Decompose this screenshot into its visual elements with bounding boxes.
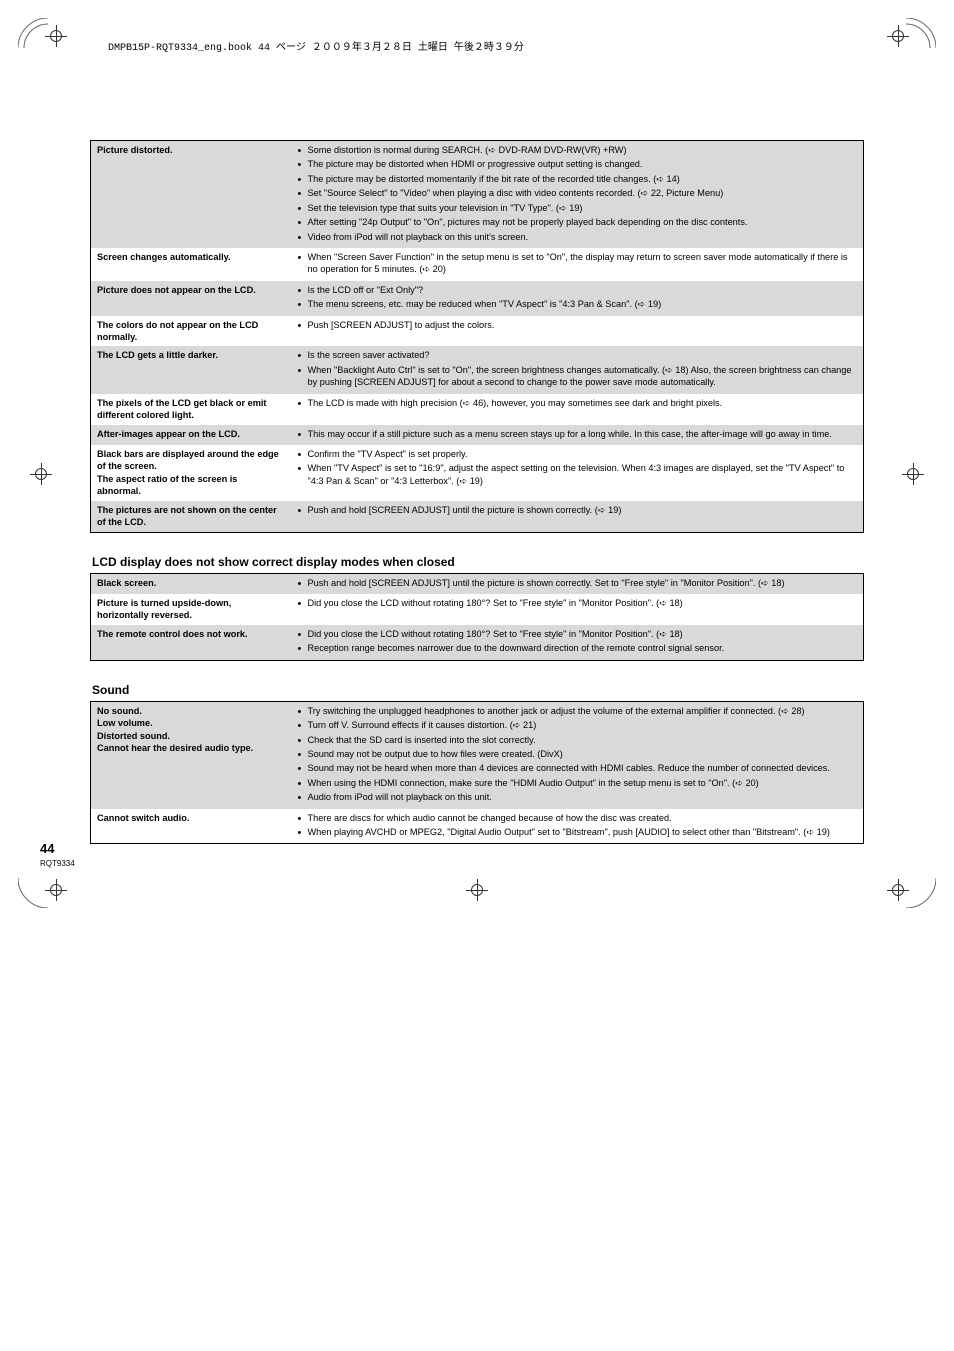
table-row: Picture is turned upside-down, horizonta… — [91, 594, 864, 625]
symptom-cell: The LCD gets a little darker. — [91, 346, 292, 393]
remedy-cell: Is the LCD off or "Ext Only"? The menu sc… — [291, 281, 863, 316]
symptom-cell: Picture does not appear on the LCD. — [91, 281, 292, 316]
remedy-cell: Did you close the LCD without rotating 1… — [291, 594, 863, 625]
remedy-item: The menu screens, etc. may be reduced wh… — [297, 298, 855, 310]
table-row: Picture does not appear on the LCD.Is th… — [91, 281, 864, 316]
symptom-cell: After-images appear on the LCD. — [91, 425, 292, 445]
section-title-sound: Sound — [92, 683, 864, 697]
remedy-item: The LCD is made with high precision (➪ 4… — [297, 397, 855, 409]
remedy-item: Is the screen saver activated? — [297, 349, 855, 361]
remedy-item: Audio from iPod will not playback on thi… — [297, 791, 855, 803]
remedy-item: The picture may be distorted when HDMI o… — [297, 158, 855, 170]
remedy-item: When playing AVCHD or MPEG2, "Digital Au… — [297, 826, 855, 838]
table-row: Picture distorted. Some distortion is nor… — [91, 141, 864, 248]
table-row: Black screen. Push and hold [SCREEN ADJUS… — [91, 573, 864, 594]
symptom-cell: The pixels of the LCD get black or emit … — [91, 394, 292, 425]
remedy-item: When using the HDMI connection, make sur… — [297, 777, 855, 789]
remedy-item: Some distortion is normal during SEARCH.… — [297, 144, 855, 156]
remedy-item: Try switching the unplugged headphones t… — [297, 705, 855, 717]
remedy-cell: Push and hold [SCREEN ADJUST] until the … — [291, 501, 863, 532]
symptom-cell: Cannot switch audio. — [91, 809, 292, 844]
registration-mark — [30, 463, 52, 485]
symptom-cell: Screen changes automatically. — [91, 248, 292, 281]
symptom-cell: Picture is turned upside-down, horizonta… — [91, 594, 292, 625]
remedy-item: Turn off V. Surround effects if it cause… — [297, 719, 855, 731]
table-row: The pixels of the LCD get black or emit … — [91, 394, 864, 425]
remedy-item: Check that the SD card is inserted into … — [297, 734, 855, 746]
page-number: 44 — [40, 841, 54, 856]
registration-mark — [902, 463, 924, 485]
table-row: The remote control does not work. Did you… — [91, 625, 864, 660]
remedy-cell: The LCD is made with high precision (➪ 4… — [291, 394, 863, 425]
registration-mark — [45, 879, 67, 901]
remedy-item: Push [SCREEN ADJUST] to adjust the color… — [297, 319, 855, 331]
remedy-item: Set "Source Select" to "Video" when play… — [297, 187, 855, 199]
remedy-item: Is the LCD off or "Ext Only"? — [297, 284, 855, 296]
remedy-cell: Some distortion is normal during SEARCH.… — [291, 141, 863, 248]
remedy-item: Did you close the LCD without rotating 1… — [297, 628, 855, 640]
symptom-cell: No sound.Low volume.Distorted sound.Cann… — [91, 701, 292, 808]
remedy-cell: Try switching the unplugged headphones t… — [291, 701, 863, 808]
sound-table: No sound.Low volume.Distorted sound.Cann… — [90, 701, 864, 845]
symptom-cell: Black bars are displayed around the edge… — [91, 445, 292, 501]
remedy-cell: Did you close the LCD without rotating 1… — [291, 625, 863, 660]
remedy-item: Push and hold [SCREEN ADJUST] until the … — [297, 577, 855, 589]
print-mark — [18, 878, 48, 908]
table-row: The colors do not appear on the LCD norm… — [91, 316, 864, 347]
remedy-cell: When "Screen Saver Function" in the setu… — [291, 248, 863, 281]
remedy-item: Confirm the "TV Aspect" is set properly. — [297, 448, 855, 460]
table-row: The pictures are not shown on the center… — [91, 501, 864, 532]
remedy-cell: Push [SCREEN ADJUST] to adjust the color… — [291, 316, 863, 347]
print-mark — [18, 18, 48, 48]
page-sheet: DMPB15P-RQT9334_eng.book 44 ページ ２００９年３月２… — [0, 0, 954, 926]
remedy-item: Did you close the LCD without rotating 1… — [297, 597, 855, 609]
remedy-item: This may occur if a still picture such a… — [297, 428, 855, 440]
remedy-cell: This may occur if a still picture such a… — [291, 425, 863, 445]
remedy-item: When "TV Aspect" is set to "16:9", adjus… — [297, 462, 855, 487]
picture-troubleshoot-table: Picture distorted. Some distortion is nor… — [90, 140, 864, 533]
remedy-item: Video from iPod will not playback on thi… — [297, 231, 855, 243]
lcd-closed-table: Black screen. Push and hold [SCREEN ADJUS… — [90, 573, 864, 661]
registration-mark — [887, 25, 909, 47]
table-row: Black bars are displayed around the edge… — [91, 445, 864, 501]
remedy-cell: Push and hold [SCREEN ADJUST] until the … — [291, 573, 863, 594]
remedy-cell: There are discs for which audio cannot b… — [291, 809, 863, 844]
symptom-cell: The pictures are not shown on the center… — [91, 501, 292, 532]
symptom-cell: Picture distorted. — [91, 141, 292, 248]
remedy-item: When "Backlight Auto Ctrl" is set to "On… — [297, 364, 855, 389]
remedy-cell: Is the screen saver activated? When "Back… — [291, 346, 863, 393]
content-area: Picture distorted. Some distortion is nor… — [90, 140, 864, 844]
registration-mark — [887, 879, 909, 901]
table-row: After-images appear on the LCD. This may … — [91, 425, 864, 445]
remedy-cell: Confirm the "TV Aspect" is set properly.… — [291, 445, 863, 501]
print-mark — [906, 878, 936, 908]
table-row: Cannot switch audio. There are discs for … — [91, 809, 864, 844]
registration-mark — [45, 25, 67, 47]
remedy-item: There are discs for which audio cannot b… — [297, 812, 855, 824]
remedy-item: Set the television type that suits your … — [297, 202, 855, 214]
table-row: The LCD gets a little darker.Is the scre… — [91, 346, 864, 393]
table-row: Screen changes automatically.When "Scree… — [91, 248, 864, 281]
remedy-item: Sound may not be output due to how files… — [297, 748, 855, 760]
remedy-item: The picture may be distorted momentarily… — [297, 173, 855, 185]
registration-mark — [466, 879, 488, 901]
symptom-cell: The remote control does not work. — [91, 625, 292, 660]
remedy-item: Reception range becomes narrower due to … — [297, 642, 855, 654]
table-row: No sound.Low volume.Distorted sound.Cann… — [91, 701, 864, 808]
remedy-item: Push and hold [SCREEN ADJUST] until the … — [297, 504, 855, 516]
print-mark — [906, 18, 936, 48]
book-header-line: DMPB15P-RQT9334_eng.book 44 ページ ２００９年３月２… — [108, 38, 524, 54]
remedy-item: Sound may not be heard when more than 4 … — [297, 762, 855, 774]
rqt-code: RQT9334 — [40, 859, 75, 868]
symptom-cell: Black screen. — [91, 573, 292, 594]
symptom-cell: The colors do not appear on the LCD norm… — [91, 316, 292, 347]
remedy-item: When "Screen Saver Function" in the setu… — [297, 251, 855, 276]
remedy-item: After setting "24p Output" to "On", pict… — [297, 216, 855, 228]
section-title-lcd: LCD display does not show correct displa… — [92, 555, 864, 569]
